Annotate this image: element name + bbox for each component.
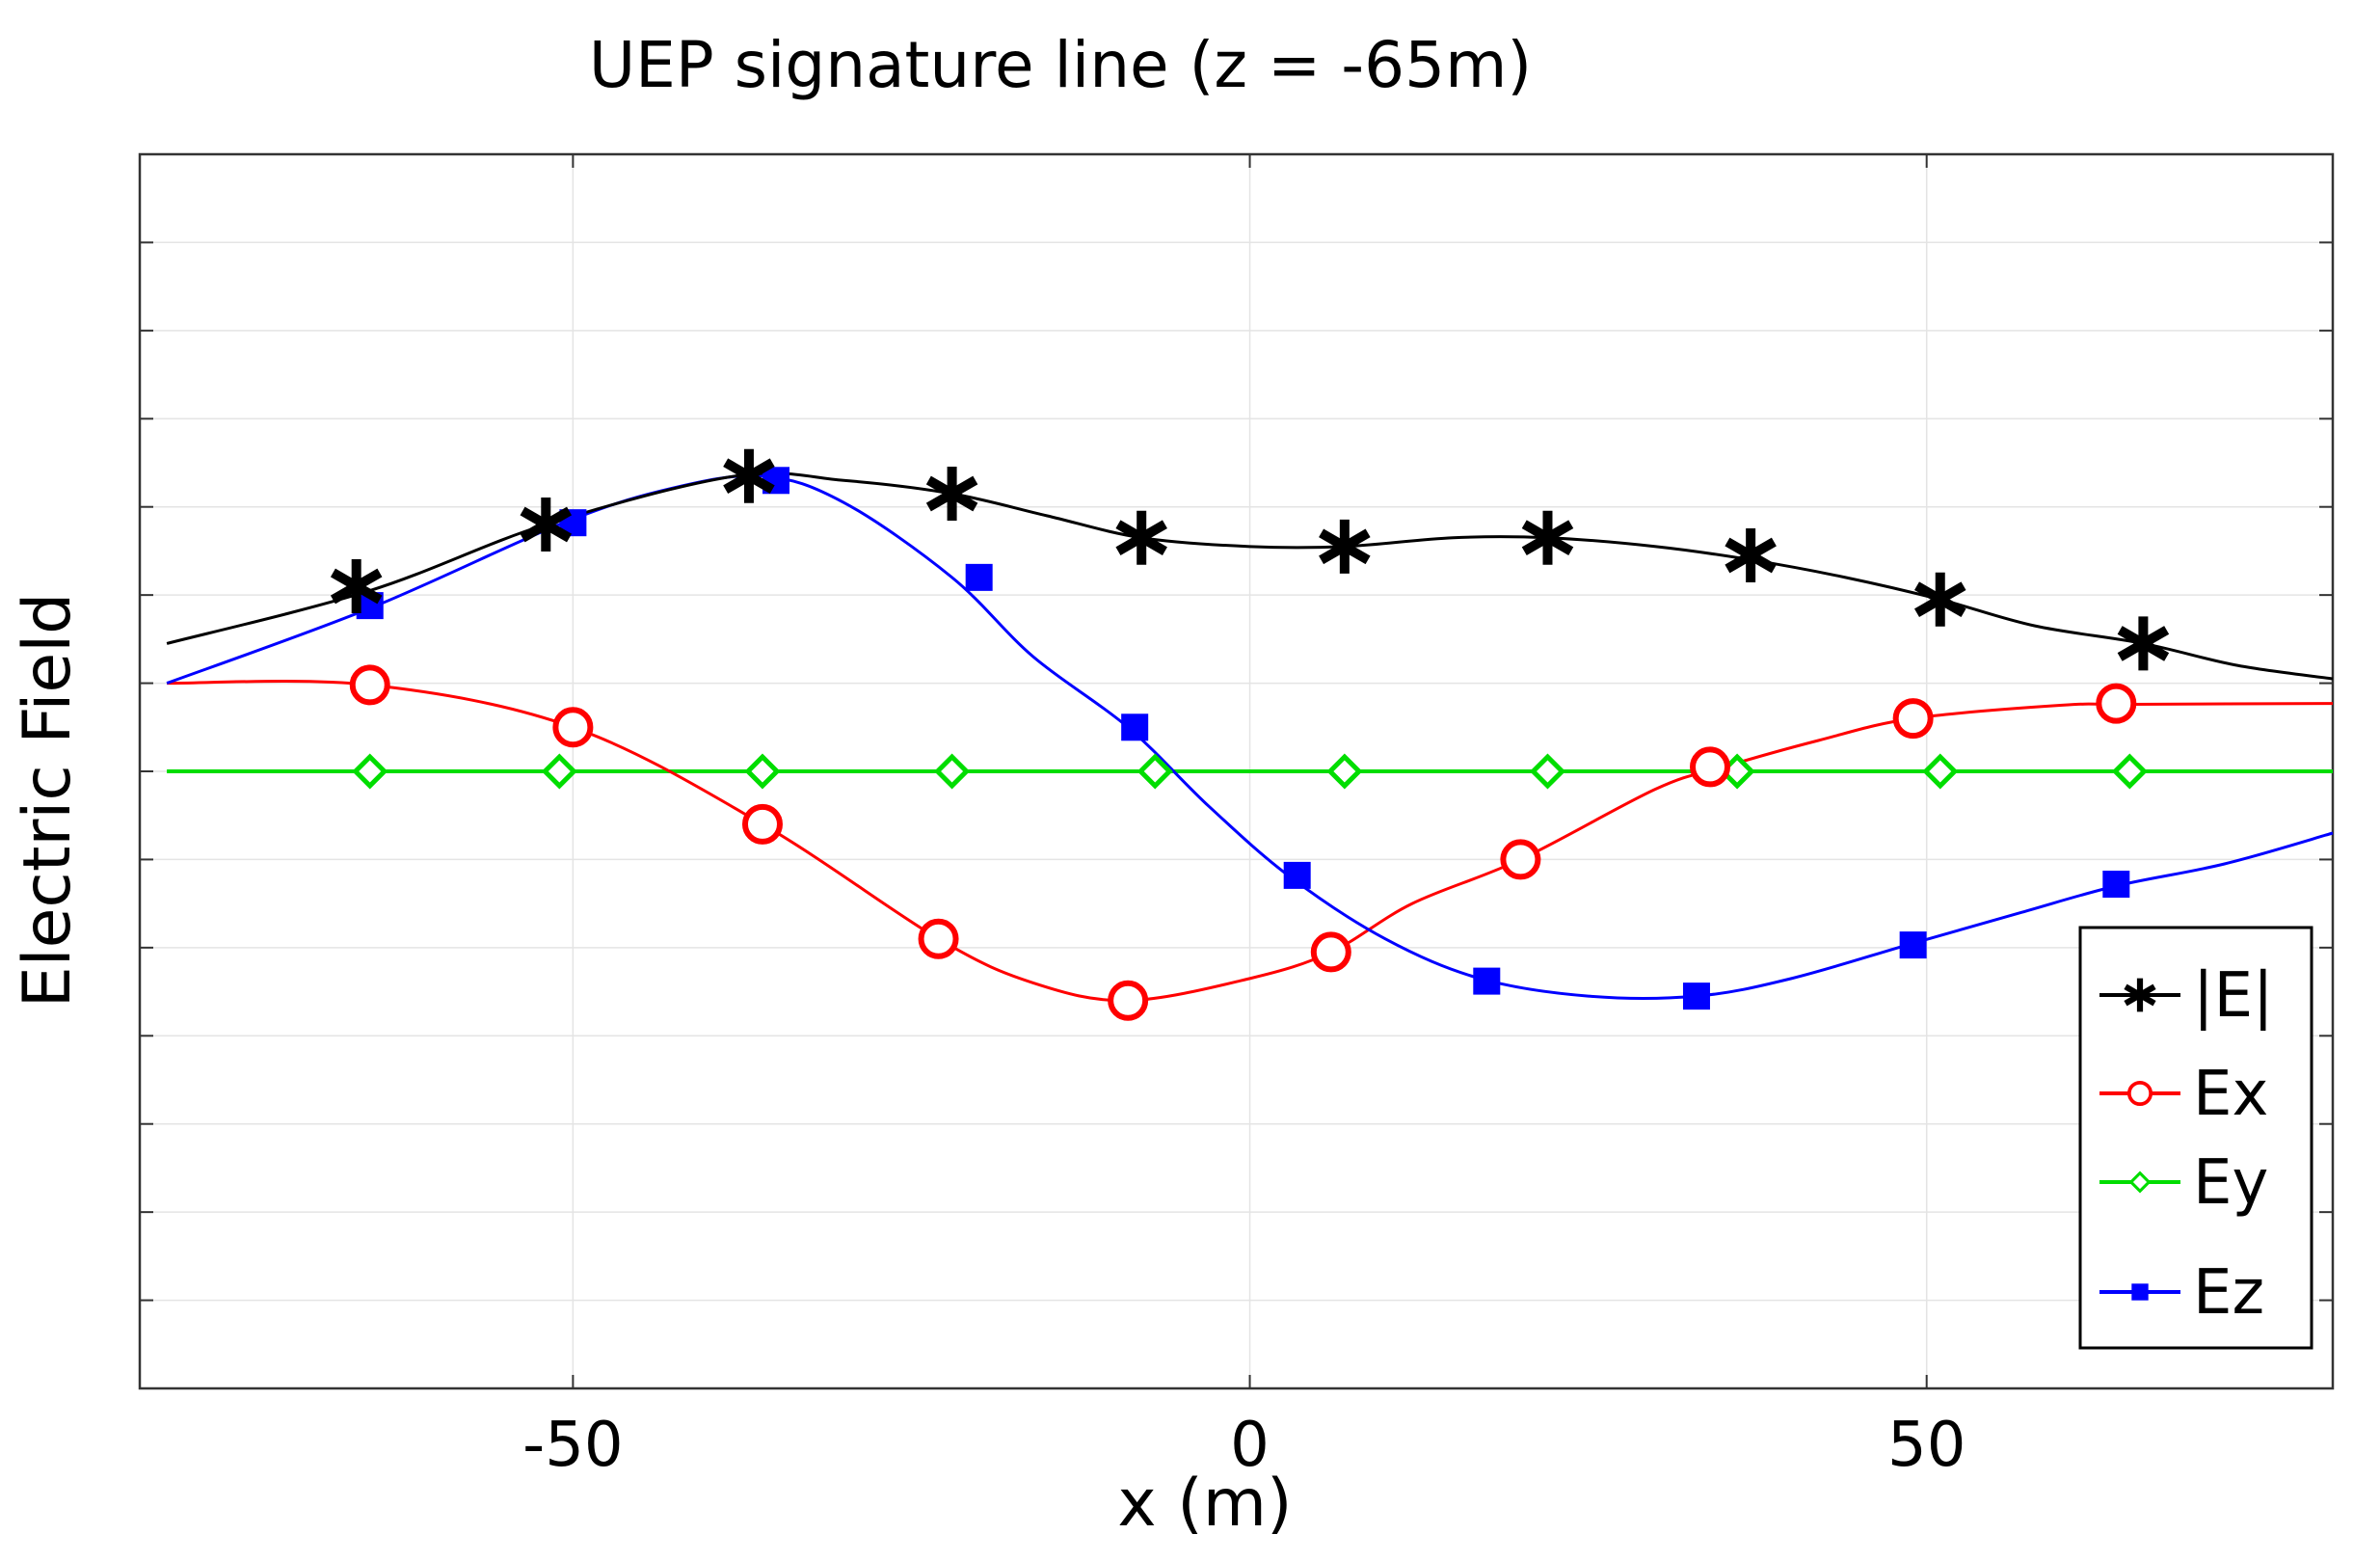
y-axis-label: Electric Field	[10, 593, 86, 1009]
data-point-e	[1913, 572, 1966, 627]
legend-label-ey: Ey	[2193, 1147, 2268, 1219]
data-point-e	[330, 559, 383, 613]
data-point-ex	[1892, 698, 1934, 740]
data-point-ey	[1137, 753, 1173, 790]
data-point-ex	[741, 803, 783, 845]
data-point-ey	[744, 753, 781, 790]
series-group	[166, 448, 2334, 1021]
data-point-e	[520, 498, 573, 552]
data-point-ey	[352, 753, 388, 790]
x-tick-label: 50	[1887, 1410, 1966, 1481]
data-point-ez	[1473, 967, 1501, 995]
data-point-e	[1521, 510, 1574, 565]
data-point-ey	[934, 753, 971, 790]
legend-marker-ex	[2126, 1080, 2153, 1107]
data-point-ex	[552, 707, 594, 748]
legend-marker-ey	[2128, 1171, 2152, 1194]
data-point-ez	[1121, 713, 1149, 741]
grid	[140, 154, 2333, 1388]
data-point-ez	[1283, 861, 1311, 889]
data-point-ex	[349, 664, 390, 706]
data-point-ex	[1690, 746, 1731, 788]
legend-box	[2078, 926, 2313, 1350]
data-point-ey	[541, 753, 577, 790]
data-point-ex	[1500, 839, 1541, 880]
data-point-ex	[2096, 683, 2137, 724]
x-tick-label: 0	[1230, 1410, 1270, 1481]
chart-title: UEP signature line (z = -65m)	[589, 28, 1532, 102]
data-point-ez	[965, 563, 993, 591]
data-point-e	[1725, 528, 1777, 582]
data-point-e	[925, 467, 978, 521]
data-point-e	[1115, 510, 1167, 565]
ticks: -50 0 50	[140, 154, 2333, 1481]
data-point-e	[723, 448, 775, 503]
legend-marker-e	[2124, 978, 2156, 1012]
x-axis-label: x (m)	[1117, 1466, 1292, 1542]
data-point-ez	[1682, 982, 1710, 1010]
data-point-ey	[1922, 753, 1959, 790]
legend-label-e: |E|	[2193, 960, 2274, 1032]
data-point-ez	[2102, 871, 2130, 899]
legend-marker-ez	[2131, 1283, 2149, 1301]
data-point-e	[1319, 519, 1371, 574]
x-tick-label: -50	[522, 1410, 624, 1481]
data-point-ez	[1899, 931, 1927, 959]
data-point-ey	[1326, 753, 1363, 790]
data-point-ey	[2111, 753, 2148, 790]
legend-label-ez: Ez	[2193, 1257, 2264, 1329]
data-point-ey	[1529, 753, 1566, 790]
data-point-e	[2117, 616, 2170, 671]
data-point-ex	[1310, 931, 1351, 973]
legend-label-ex: Ex	[2193, 1059, 2268, 1130]
legend: |E| Ex Ey Ez	[2078, 926, 2313, 1350]
data-point-ex	[918, 918, 959, 959]
data-point-ex	[1108, 980, 1149, 1021]
